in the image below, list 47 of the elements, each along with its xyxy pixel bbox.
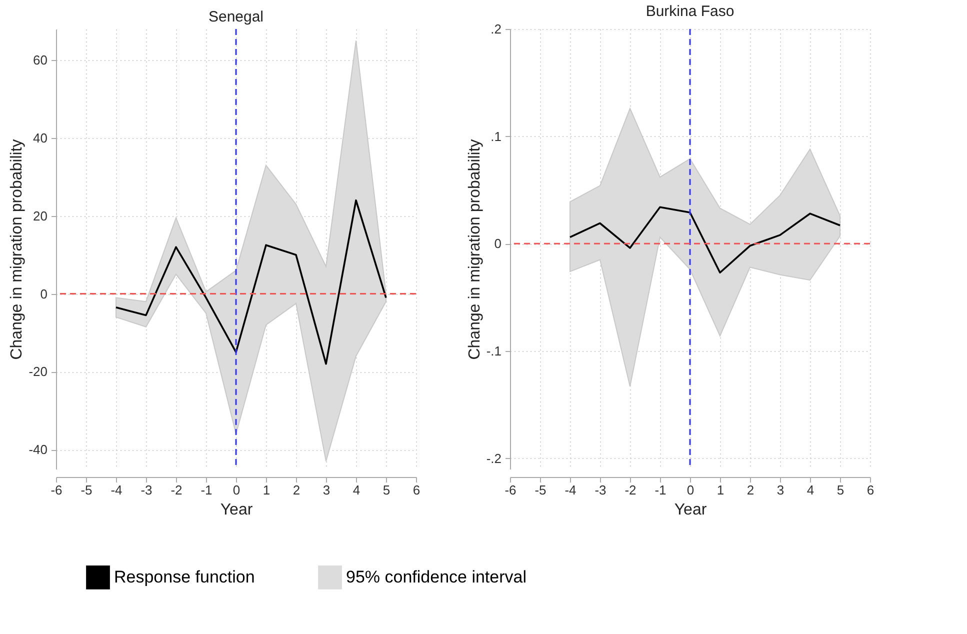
x-tick-label: 1 [716, 482, 724, 498]
x-tick-label: -5 [80, 482, 92, 498]
x-tick-label: 4 [352, 482, 360, 498]
x-tick-label: -2 [624, 482, 636, 498]
y-tick-label: 0 [494, 236, 502, 252]
y-tick-label: 20 [33, 208, 48, 224]
x-tick-label: 2 [292, 482, 300, 498]
x-tick-label: -2 [170, 482, 182, 498]
y-axis-title: Change in migration probability [466, 139, 484, 360]
x-tick-label: 5 [382, 482, 390, 498]
x-tick-label: 4 [806, 482, 814, 498]
x-tick-label: -1 [200, 482, 212, 498]
y-tick-label: -20 [28, 364, 48, 380]
chart-title: Senegal [208, 8, 264, 26]
x-tick-label: -6 [50, 482, 62, 498]
y-tick-label: 40 [33, 130, 48, 146]
legend-label: Response function [114, 567, 255, 586]
line-series [115, 199, 387, 365]
x-tick-label: -3 [594, 482, 606, 498]
y-tick-label: -40 [28, 442, 48, 458]
x-tick-label: 0 [686, 482, 694, 498]
x-tick-label: 6 [866, 482, 874, 498]
x-tick-label: -4 [564, 482, 576, 498]
chart-title: Burkina Faso [646, 3, 734, 20]
line-series [569, 206, 841, 274]
x-axis-title: Year [220, 502, 254, 518]
x-tick-label: 6 [412, 482, 420, 498]
x-tick-label: -3 [140, 482, 152, 498]
y-axis-title: Change in migration probability [8, 139, 26, 360]
x-tick-label: 1 [262, 482, 270, 498]
y-tick-label: .2 [490, 22, 502, 36]
y-tick-label: .1 [490, 128, 502, 144]
x-tick-label: -6 [504, 482, 516, 498]
x-tick-label: -1 [654, 482, 666, 498]
x-axis-title: Year [674, 502, 708, 518]
x-tick-label: 0 [232, 482, 240, 498]
x-tick-label: 2 [746, 482, 754, 498]
x-tick-label: -4 [110, 482, 122, 498]
y-tick-label: -.1 [486, 343, 502, 358]
x-tick-label: 5 [836, 482, 844, 498]
y-tick-label: 0 [40, 286, 48, 302]
x-tick-label: -5 [534, 482, 546, 498]
y-tick-label: -.2 [486, 450, 502, 466]
text: 95% confidence interval [346, 567, 527, 586]
y-tick-label: 60 [33, 52, 48, 68]
x-tick-label: 3 [322, 482, 330, 498]
x-tick-label: 3 [776, 482, 784, 498]
